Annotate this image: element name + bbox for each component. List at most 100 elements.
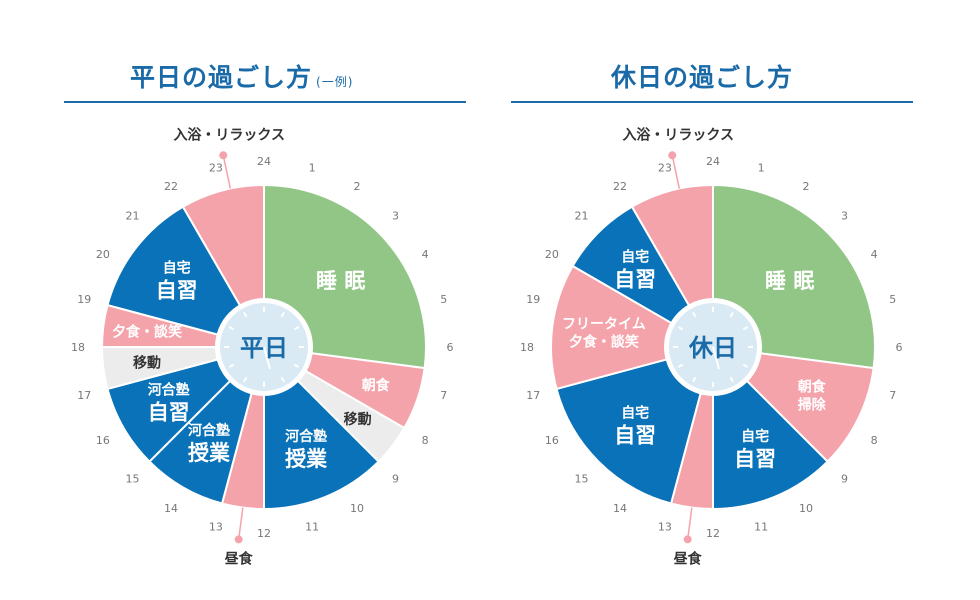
- weekday-hour-label: 1: [309, 161, 316, 174]
- weekday-clock-tick: [243, 376, 248, 383]
- weekday-hour-label: 20: [96, 248, 110, 261]
- weekday-clock-tick: [293, 363, 300, 368]
- holiday-center-label: 休日: [688, 334, 737, 362]
- weekday-segment-label-line: 授業: [188, 441, 231, 465]
- weekday-hour-label: 23: [209, 161, 223, 174]
- weekday-title-rule: [64, 101, 466, 103]
- weekday-hour-label: 22: [164, 180, 178, 193]
- holiday-segment-label-line: 掃除: [798, 397, 827, 414]
- holiday-bottom-marker-line: [686, 507, 693, 540]
- weekday-segment-3: [263, 344, 380, 511]
- holiday-hour-label: 12: [706, 527, 720, 540]
- weekday-title: 平日の過ごし方 (一例): [130, 58, 353, 94]
- holiday-title: 休日の過ごし方: [611, 58, 793, 94]
- weekday-hour-label: 8: [422, 434, 429, 447]
- holiday-segment-5: [549, 264, 716, 391]
- holiday-hour-label: 15: [575, 473, 589, 486]
- weekday-hour-label: 15: [126, 473, 140, 486]
- holiday-hour-label: 24: [706, 155, 720, 168]
- weekday-segment-label-line: 睡 眠: [316, 269, 365, 293]
- weekday-bottom-marker-label: 昼食: [225, 550, 254, 567]
- weekday-hour-label: 21: [126, 210, 140, 223]
- holiday-hour-label: 7: [889, 389, 896, 402]
- weekday-top-marker-label: 入浴・リラックス: [173, 126, 285, 143]
- weekday-hour-label: 7: [440, 389, 447, 402]
- holiday-hour-label: 22: [613, 180, 627, 193]
- holiday-bottom-marker-label: 昼食: [674, 550, 703, 567]
- holiday-segment-label-line: 自習: [614, 268, 656, 292]
- holiday-title-rule: [511, 101, 913, 103]
- weekday-clock-tick: [228, 326, 235, 331]
- holiday-segment-label-0: 睡 眠: [765, 269, 814, 293]
- holiday-segment-label-line: 自習: [614, 423, 656, 447]
- weekday-segment-label-line: 移動: [133, 354, 161, 371]
- holiday-hour-label: 4: [871, 248, 878, 261]
- weekday-top-marker-line: [222, 155, 232, 189]
- weekday-segment-label-line: 自習: [156, 279, 198, 303]
- weekday-hour-label: 6: [447, 341, 454, 354]
- holiday-segment-2: [712, 344, 829, 511]
- weekday-bottom-marker-dot: [234, 535, 243, 544]
- holiday-hour-label: 1: [758, 161, 765, 174]
- weekday-clock-tick: [293, 326, 300, 331]
- holiday-top-marker-line: [671, 155, 681, 189]
- holiday-hour-label: 13: [658, 521, 672, 534]
- weekday-segment-label-line: 河合塾: [148, 382, 190, 399]
- weekday-hour-label: 4: [422, 248, 429, 261]
- weekday-center-label: 平日: [240, 334, 288, 362]
- holiday-hour-label: 14: [613, 502, 627, 515]
- weekday-clock-tick: [228, 363, 235, 368]
- holiday-hour-label: 18: [520, 341, 534, 354]
- weekday-hour-label: 14: [164, 502, 178, 515]
- holiday-hour-label: 2: [803, 180, 810, 193]
- holiday-clock-tick: [677, 326, 684, 331]
- holiday-hour-label: 19: [526, 293, 540, 306]
- holiday-hour-label: 9: [841, 473, 848, 486]
- holiday-title-text: 休日の過ごし方: [611, 63, 794, 92]
- weekday-segment-label-line: 朝食: [362, 377, 391, 394]
- holiday-segment-label-line: 自宅: [621, 404, 649, 421]
- weekday-segment-label-line: 移動: [344, 411, 372, 428]
- holiday-hour-label: 6: [896, 341, 903, 354]
- holiday-clock-hand: [712, 346, 720, 370]
- weekday-segment-label-line: 自習: [148, 401, 190, 425]
- holiday-clock-tick: [692, 311, 697, 318]
- weekday-segment-label-2: 移動: [344, 411, 372, 428]
- holiday-segment-label-line: 夕食・談笑: [569, 334, 639, 351]
- holiday-segment-label-line: フリータイム: [562, 317, 646, 333]
- weekday-clock-tick: [280, 376, 285, 383]
- holiday-hour-label: 10: [799, 502, 813, 515]
- weekday-segment-label-line: 河合塾: [285, 428, 327, 445]
- weekday-hour-label: 18: [71, 341, 85, 354]
- holiday-segment-1: [710, 345, 875, 463]
- weekday-segment-label-0: 睡 眠: [316, 269, 365, 293]
- holiday-hour-label: 8: [871, 434, 878, 447]
- holiday-hour-label: 21: [575, 210, 589, 223]
- holiday-clock-tick: [729, 376, 734, 383]
- holiday-clock-tick: [729, 311, 734, 318]
- holiday-clock-tick: [742, 363, 749, 368]
- holiday-hour-label: 17: [526, 389, 540, 402]
- weekday-segment-label-7: 移動: [133, 354, 161, 371]
- holiday-top-marker-label: 入浴・リラックス: [622, 126, 734, 143]
- weekday-segment-label-line: 河合塾: [188, 422, 230, 439]
- weekday-segment-label-line: 授業: [285, 447, 328, 471]
- holiday-segment-label-line: 自習: [734, 447, 776, 471]
- weekday-hour-label: 9: [392, 473, 399, 486]
- holiday-bottom-marker-dot: [683, 535, 692, 544]
- weekday-hour-label: 24: [257, 155, 271, 168]
- holiday-hour-label: 11: [754, 521, 768, 534]
